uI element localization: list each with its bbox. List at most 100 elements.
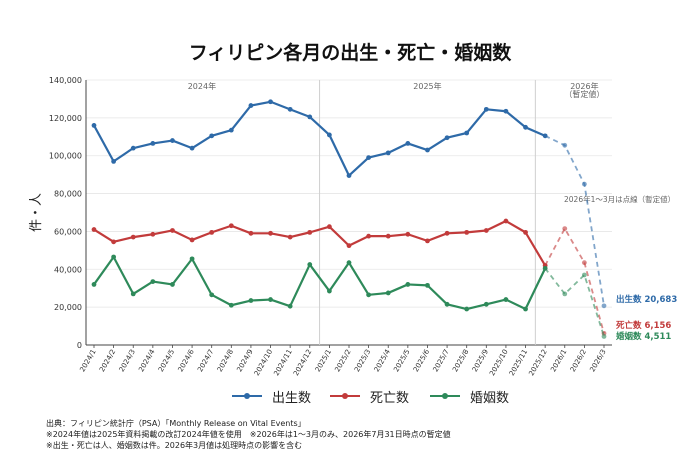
data-point bbox=[562, 291, 568, 297]
legend-swatch bbox=[430, 393, 460, 399]
x-tick-label: 2025/10 bbox=[488, 348, 509, 377]
data-point bbox=[150, 231, 156, 237]
x-tick-label: 2024/9 bbox=[235, 348, 254, 373]
y-tick-label: 80,000 bbox=[54, 190, 82, 199]
y-tick-label: 0 bbox=[77, 341, 82, 350]
series-line bbox=[93, 255, 547, 311]
data-point bbox=[464, 130, 470, 136]
data-point bbox=[523, 229, 528, 235]
data-point bbox=[307, 262, 313, 267]
data-point bbox=[346, 173, 352, 178]
series-line-provisional bbox=[544, 226, 605, 334]
data-point bbox=[405, 282, 411, 287]
y-tick-label: 20,000 bbox=[54, 303, 82, 312]
series-line bbox=[93, 100, 546, 177]
data-point bbox=[542, 133, 548, 139]
legend-marker bbox=[342, 393, 348, 399]
period-label: 2024年 bbox=[188, 81, 216, 91]
data-point bbox=[385, 233, 391, 239]
data-point bbox=[523, 306, 528, 312]
data-point bbox=[346, 243, 352, 249]
data-point bbox=[209, 133, 215, 139]
data-point bbox=[503, 297, 509, 302]
data-point bbox=[170, 138, 175, 143]
x-tick-label: 2024/2 bbox=[98, 348, 117, 373]
data-point bbox=[483, 228, 489, 233]
x-tick-label: 2025/5 bbox=[392, 348, 411, 373]
provisional-annotation: 2026年1～3月は点線（暫定値） bbox=[564, 194, 675, 204]
data-point bbox=[209, 229, 215, 235]
data-point bbox=[287, 106, 293, 112]
data-point bbox=[130, 234, 136, 240]
x-tick-label: 2026/1 bbox=[549, 348, 568, 373]
x-tick-label: 2024/7 bbox=[196, 348, 215, 373]
legend-label: 婚姻数 bbox=[470, 391, 510, 406]
data-point bbox=[444, 230, 450, 236]
series-end-label: 出生数 20,683 bbox=[616, 294, 677, 305]
data-point bbox=[209, 292, 215, 298]
legend-marker bbox=[244, 393, 250, 399]
legend-swatch bbox=[330, 393, 360, 399]
data-point bbox=[562, 226, 568, 231]
data-point bbox=[287, 303, 293, 309]
data-point bbox=[189, 256, 195, 262]
x-tick-label: 2025/8 bbox=[451, 348, 470, 373]
series-end-label: 死亡数 6,156 bbox=[615, 320, 671, 331]
data-point bbox=[503, 218, 509, 224]
x-tick-label: 2024/4 bbox=[137, 348, 157, 374]
data-point bbox=[366, 155, 372, 161]
data-point bbox=[189, 145, 195, 151]
series-end-label: 婚姻数 4,511 bbox=[615, 331, 671, 342]
data-point bbox=[444, 135, 450, 141]
footnotes: 出典：フィリピン統計庁（PSA）「Monthly Release on Vita… bbox=[46, 418, 451, 451]
data-point bbox=[228, 127, 234, 133]
legend-swatch bbox=[232, 393, 262, 399]
data-point bbox=[601, 303, 607, 309]
data-point bbox=[326, 132, 332, 138]
x-tick-label: 2026/2 bbox=[569, 348, 588, 373]
data-point bbox=[425, 238, 430, 244]
data-point bbox=[307, 114, 313, 120]
data-point bbox=[483, 301, 489, 307]
data-point bbox=[581, 181, 587, 187]
x-tick-label: 2024/6 bbox=[177, 348, 197, 374]
data-point bbox=[91, 282, 97, 287]
data-point bbox=[307, 229, 313, 235]
x-tick-label: 2024/8 bbox=[216, 348, 235, 373]
data-point bbox=[150, 141, 156, 146]
y-axis-label: 件・人 bbox=[29, 193, 44, 232]
data-point bbox=[170, 282, 175, 287]
data-point bbox=[111, 158, 117, 164]
data-point bbox=[503, 108, 509, 114]
x-tick-label: 2025/11 bbox=[508, 348, 529, 377]
data-point bbox=[228, 302, 234, 308]
data-point bbox=[91, 227, 97, 232]
data-point bbox=[425, 147, 430, 153]
chart-title: フィリピン各月の出生・死亡・婚姻数 bbox=[188, 42, 512, 64]
x-tick-label: 2025/6 bbox=[412, 348, 432, 374]
data-point bbox=[385, 150, 391, 156]
x-tick-label: 2024/11 bbox=[272, 348, 293, 377]
data-point bbox=[581, 272, 587, 278]
data-point bbox=[405, 231, 411, 237]
data-point bbox=[268, 99, 273, 105]
data-point bbox=[111, 254, 117, 260]
data-point bbox=[130, 291, 136, 297]
data-point bbox=[542, 265, 548, 271]
legend: 出生数 死亡数 婚姻数 bbox=[0, 386, 700, 406]
data-point bbox=[346, 260, 352, 266]
data-point bbox=[111, 239, 117, 245]
series-line-provisional bbox=[544, 135, 605, 306]
y-tick-label: 100,000 bbox=[49, 152, 82, 161]
x-tick-label: 2025/1 bbox=[314, 348, 333, 373]
period-label: 2026年 bbox=[570, 81, 598, 91]
data-point bbox=[248, 103, 254, 108]
data-point bbox=[581, 260, 587, 266]
data-point bbox=[248, 230, 254, 236]
series-line-provisional bbox=[544, 267, 605, 337]
data-point bbox=[268, 297, 273, 302]
data-point bbox=[464, 306, 470, 312]
x-tick-label: 2026/3 bbox=[588, 348, 607, 373]
data-point bbox=[425, 282, 430, 288]
